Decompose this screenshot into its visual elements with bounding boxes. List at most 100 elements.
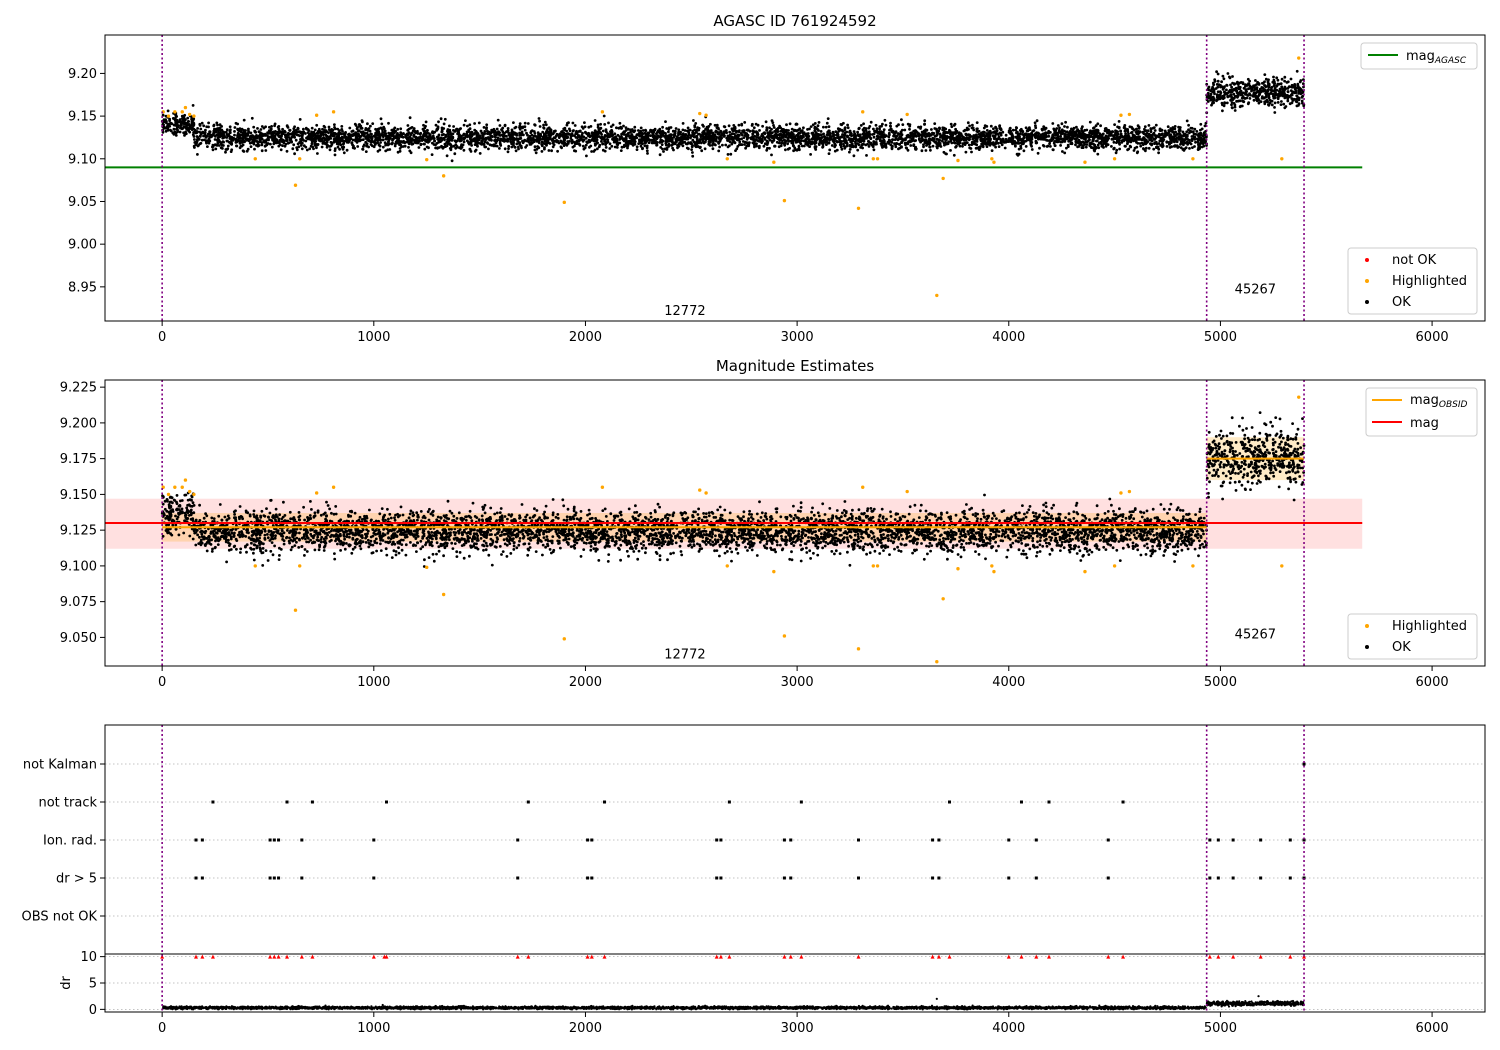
agasc-ok-point xyxy=(709,122,712,126)
agasc-ok-point xyxy=(1036,151,1040,155)
agasc-ok-point xyxy=(846,123,849,127)
agasc-ok-point xyxy=(1016,133,1020,137)
agasc-ok-point xyxy=(191,104,195,107)
agasc-ok-point xyxy=(692,119,695,122)
agasc-ok-point xyxy=(797,131,801,135)
agasc-ok-point xyxy=(867,126,871,130)
agasc-ok-point xyxy=(483,140,487,144)
agasc-ok-point xyxy=(214,147,218,151)
agasc-ok-point xyxy=(172,127,176,131)
agasc-ok-point xyxy=(198,122,202,126)
agasc-ok-point xyxy=(1194,140,1197,144)
agasc-ok-point xyxy=(695,137,699,141)
agasc-ok-point xyxy=(658,127,662,131)
agasc-ok-point xyxy=(802,126,805,130)
agasc-ok-point xyxy=(1199,138,1202,142)
agasc-ok-point xyxy=(884,123,888,127)
agasc-ok-point xyxy=(175,121,179,125)
agasc-ok-point xyxy=(343,133,346,137)
agasc-ok-point xyxy=(253,147,256,151)
agasc-ok-point xyxy=(269,142,272,146)
agasc-ok-point xyxy=(270,145,274,149)
agasc-ok-point xyxy=(722,135,726,138)
agasc-ok-point xyxy=(1058,126,1061,130)
agasc-ok-point xyxy=(347,135,351,139)
agasc-ok-point xyxy=(813,133,817,137)
agasc-ok-point xyxy=(655,137,659,141)
agasc-ok-point xyxy=(470,130,473,134)
agasc-ok-point xyxy=(1041,144,1045,147)
agasc-ok-point xyxy=(565,129,568,133)
agasc-ok-point xyxy=(709,129,713,132)
agasc-ok-point xyxy=(294,138,298,142)
agasc-ok-point xyxy=(1143,125,1147,129)
agasc-ok-point xyxy=(895,142,898,145)
agasc-ok-point xyxy=(515,132,518,136)
agasc-ok-point xyxy=(924,128,928,132)
agasc-ok-point xyxy=(706,126,710,129)
agasc-ok-point xyxy=(302,130,306,134)
agasc-ok-point xyxy=(786,147,790,151)
agasc-ok-point xyxy=(908,127,911,131)
agasc-ok-point xyxy=(292,143,296,147)
agasc-ok-point xyxy=(379,126,383,130)
agasc-ok-point xyxy=(194,131,198,135)
agasc-ok-point xyxy=(800,129,804,132)
agasc-ok-point xyxy=(260,149,264,153)
agasc-ok-point xyxy=(1003,146,1007,150)
agasc-ok-point xyxy=(791,140,794,144)
agasc-ok-point xyxy=(1149,130,1153,134)
agasc-ok-point xyxy=(882,128,886,132)
agasc-ok-point xyxy=(257,130,261,134)
agasc-ok-point xyxy=(1185,119,1189,123)
agasc-ok-point xyxy=(199,127,203,131)
agasc-ok-point xyxy=(527,136,530,140)
agasc-ok-point xyxy=(244,137,248,141)
agasc-ok-point xyxy=(970,150,973,154)
agasc-ok-point xyxy=(236,134,239,137)
agasc-ok-point xyxy=(673,129,677,133)
agasc-ok-point xyxy=(202,124,206,128)
agasc-ok-point xyxy=(222,140,226,144)
agasc-ok-point xyxy=(378,148,382,152)
agasc-ok-point xyxy=(466,124,469,128)
agasc-ok-point xyxy=(333,126,336,129)
agasc-ok-point xyxy=(1025,136,1029,140)
agasc-ok-point xyxy=(1078,135,1082,139)
agasc-ok-point xyxy=(377,137,381,140)
agasc-ok-point xyxy=(175,118,179,122)
agasc-ok-point xyxy=(503,124,507,128)
agasc-ok-point xyxy=(768,126,771,130)
agasc-ok-point xyxy=(1011,128,1015,132)
agasc-ok-point xyxy=(253,139,257,142)
agasc-ok-point xyxy=(297,145,301,149)
agasc-ok-point xyxy=(1199,122,1203,126)
agasc-ok-point xyxy=(1161,132,1164,136)
agasc-ok-point xyxy=(675,138,679,142)
agasc-ok-point xyxy=(1179,136,1183,140)
agasc-ok-point xyxy=(207,139,210,143)
agasc-ok-point xyxy=(183,113,187,117)
agasc-ok-point xyxy=(898,133,902,136)
agasc-ok-point xyxy=(1080,127,1083,131)
agasc-ok-point xyxy=(708,134,712,138)
agasc-ok-point xyxy=(1123,137,1127,141)
agasc-ok-point xyxy=(412,133,416,137)
agasc-ok-point xyxy=(333,123,336,126)
agasc-ok-point xyxy=(338,140,342,144)
agasc-ok-point xyxy=(1157,135,1161,139)
agasc-ok-point xyxy=(366,122,369,126)
agasc-ok-point xyxy=(195,140,199,143)
agasc-ok-point xyxy=(824,125,828,129)
agasc-ok-point xyxy=(597,145,601,149)
agasc-ok-point xyxy=(1059,134,1062,138)
agasc-ok-point xyxy=(1063,129,1066,133)
agasc-ok-point xyxy=(327,131,330,135)
agasc-ok-point xyxy=(620,145,624,149)
agasc-ok-point xyxy=(164,114,168,118)
agasc-ok-point xyxy=(449,148,453,152)
agasc-ok-point xyxy=(641,132,645,136)
agasc-ok-point xyxy=(852,130,856,133)
agasc-ok-point xyxy=(967,143,971,147)
